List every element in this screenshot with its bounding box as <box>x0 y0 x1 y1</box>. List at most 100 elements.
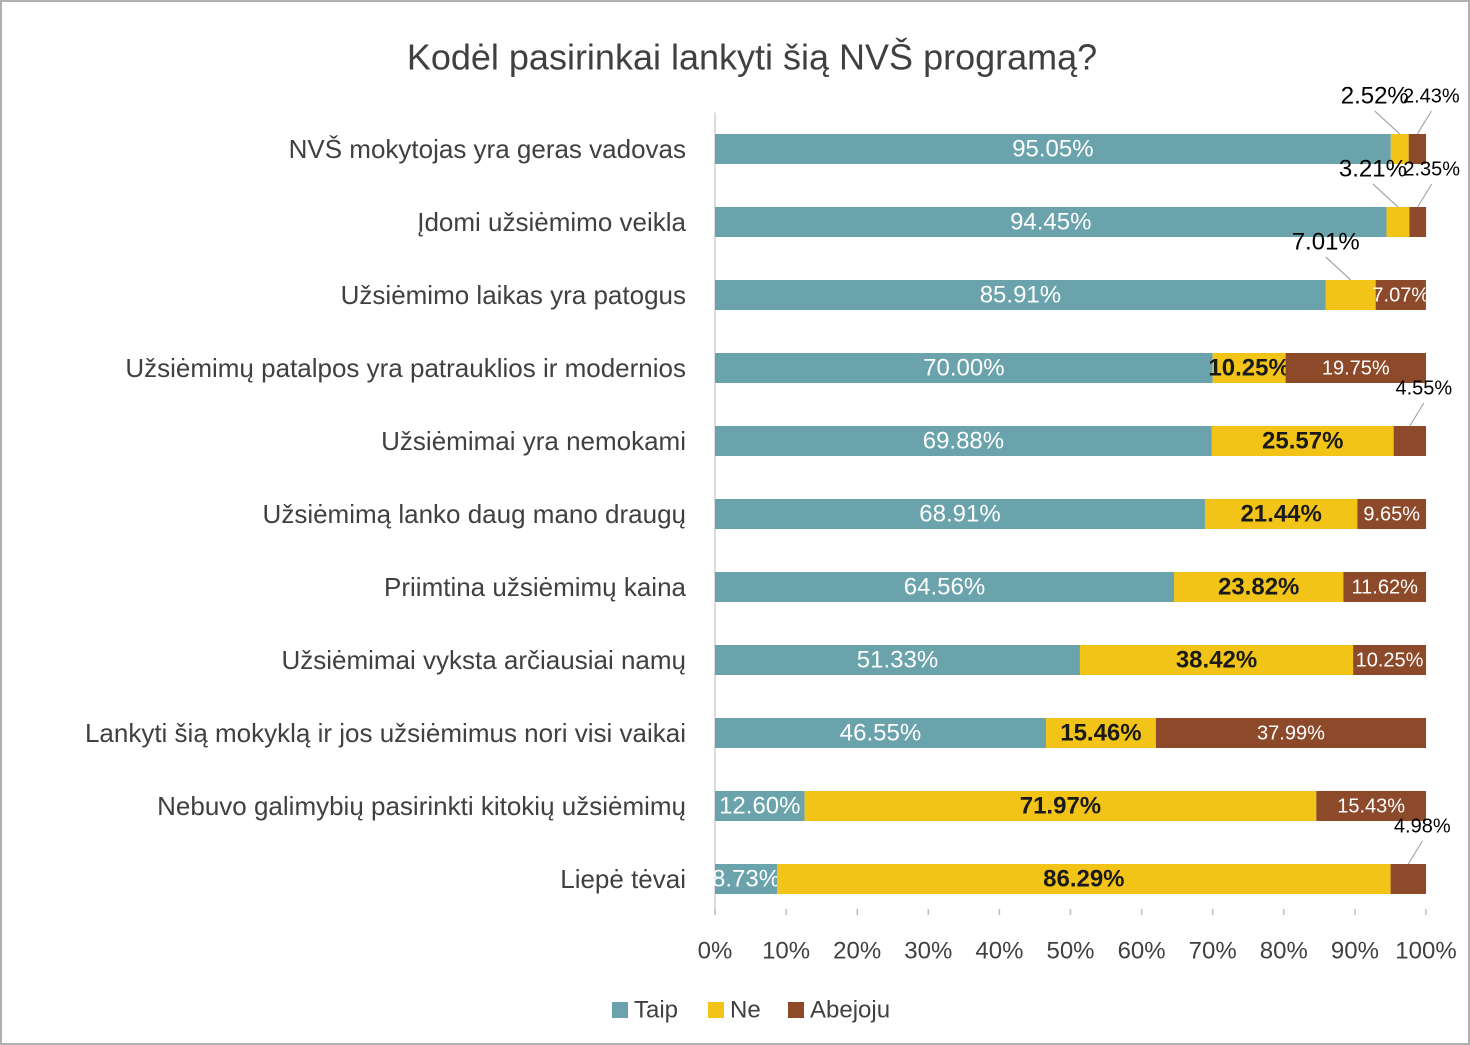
bar-segment <box>1393 426 1426 456</box>
category-label: Užsiėmimai yra nemokami <box>381 426 686 456</box>
bar-segment <box>1204 499 1358 529</box>
bar-segment <box>715 791 805 821</box>
bar-segment <box>1325 280 1376 310</box>
value-label: 2.35% <box>1403 158 1460 180</box>
bar-segment <box>715 572 1175 602</box>
bar-segment <box>1316 791 1426 821</box>
leader-line <box>1374 110 1401 135</box>
value-label: 9.65% <box>1363 503 1420 525</box>
x-tick-label: 10% <box>762 937 810 964</box>
value-label: 68.91% <box>919 500 1000 527</box>
x-tick-label: 60% <box>1118 937 1166 964</box>
value-label: 3.21% <box>1339 155 1407 182</box>
value-label: 21.44% <box>1240 500 1321 527</box>
x-tick-label: 30% <box>904 937 952 964</box>
value-label: 70.00% <box>923 354 1004 381</box>
x-tick-label: 70% <box>1189 937 1237 964</box>
bar-segment <box>1174 572 1344 602</box>
x-tick-label: 100% <box>1395 937 1456 964</box>
leader-line <box>1325 256 1352 281</box>
legend-label: Ne <box>730 996 761 1023</box>
bar-segment <box>1408 134 1426 164</box>
value-label: 10.25% <box>1356 649 1424 671</box>
legend-label: Taip <box>634 996 678 1023</box>
value-label: 8.73% <box>712 865 780 892</box>
bar-segment <box>715 718 1046 748</box>
bar-segment <box>804 791 1317 821</box>
value-label: 71.97% <box>1020 792 1101 819</box>
value-label: 2.43% <box>1403 85 1460 107</box>
category-label: Nebuvo galimybių pasirinkti kitokių užsi… <box>157 791 686 821</box>
value-label: 11.62% <box>1352 576 1419 598</box>
value-label: 15.43% <box>1337 795 1405 817</box>
chart-title: Kodėl pasirinkai lankyti šią NVŠ program… <box>407 37 1097 78</box>
bar-segment <box>715 280 1326 310</box>
bar-segment <box>1212 353 1286 383</box>
bar-segment <box>1285 353 1426 383</box>
bar-segment <box>1409 207 1427 237</box>
value-label: 64.56% <box>904 573 985 600</box>
value-label: 94.45% <box>1010 208 1091 235</box>
value-label: 25.57% <box>1262 427 1343 454</box>
bar-segment <box>1079 645 1354 675</box>
legend-label: Abejoju <box>810 996 890 1023</box>
x-tick-label: 50% <box>1046 937 1094 964</box>
category-label: Užsiėmimų patalpos yra patrauklios ir mo… <box>125 353 686 383</box>
bar-segment <box>1375 280 1426 310</box>
bar-segment <box>1386 207 1410 237</box>
value-label: 51.33% <box>857 646 938 673</box>
x-tick-label: 90% <box>1331 937 1379 964</box>
leader-line <box>1417 183 1433 208</box>
value-label: 95.05% <box>1012 135 1093 162</box>
bar-segment <box>715 426 1212 456</box>
category-label: Užsiėmimą lanko daug mano draugų <box>262 499 686 529</box>
bar-segment <box>1353 645 1426 675</box>
bar-segment <box>1390 134 1409 164</box>
legend-swatch <box>612 1002 628 1018</box>
x-tick-label: 0% <box>698 937 733 964</box>
bar-segment <box>1045 718 1156 748</box>
x-tick-label: 40% <box>975 937 1023 964</box>
value-label: 19.75% <box>1322 357 1390 379</box>
value-label: 15.46% <box>1060 719 1141 746</box>
value-label: 85.91% <box>980 281 1061 308</box>
value-label: 38.42% <box>1176 646 1257 673</box>
leader-line <box>1416 110 1432 135</box>
bar-segment <box>715 499 1205 529</box>
value-label: 4.98% <box>1394 815 1451 837</box>
value-label: 37.99% <box>1257 722 1325 744</box>
value-label: 86.29% <box>1043 865 1124 892</box>
bar-segment <box>715 207 1387 237</box>
x-tick-label: 20% <box>833 937 881 964</box>
category-label: Įdomi užsiėmimo veikla <box>417 207 686 237</box>
value-label: 23.82% <box>1218 573 1299 600</box>
value-label: 46.55% <box>840 719 921 746</box>
legend-swatch <box>788 1002 804 1018</box>
bar-segment <box>1357 499 1426 529</box>
leader-line <box>1372 183 1399 208</box>
value-label: 69.88% <box>923 427 1004 454</box>
bar-segment <box>1211 426 1394 456</box>
bar-segment <box>715 645 1080 675</box>
category-label: Lankyti šią mokyklą ir jos užsiėmimus no… <box>84 718 686 748</box>
category-label: NVŠ mokytojas yra geras vadovas <box>288 134 686 164</box>
category-label: Užsiėmimai vyksta arčiausiai namų <box>281 645 686 675</box>
value-label: 10.25% <box>1208 354 1289 381</box>
value-label: 12.60% <box>719 792 800 819</box>
bar-segment <box>715 353 1213 383</box>
bar-segment <box>715 134 1391 164</box>
category-label: Liepė tėvai <box>560 864 686 894</box>
bar-segment <box>1390 864 1426 894</box>
value-label: 7.07% <box>1372 284 1429 306</box>
bar-segment <box>777 864 1391 894</box>
value-label: 7.01% <box>1292 228 1360 255</box>
value-label: 2.52% <box>1341 82 1409 109</box>
x-tick-label: 80% <box>1260 937 1308 964</box>
category-label: Priimtina užsiėmimų kaina <box>384 572 686 602</box>
leader-line <box>1407 840 1423 865</box>
legend-swatch <box>708 1002 724 1018</box>
category-label: Užsiėmimo laikas yra patogus <box>340 280 686 310</box>
